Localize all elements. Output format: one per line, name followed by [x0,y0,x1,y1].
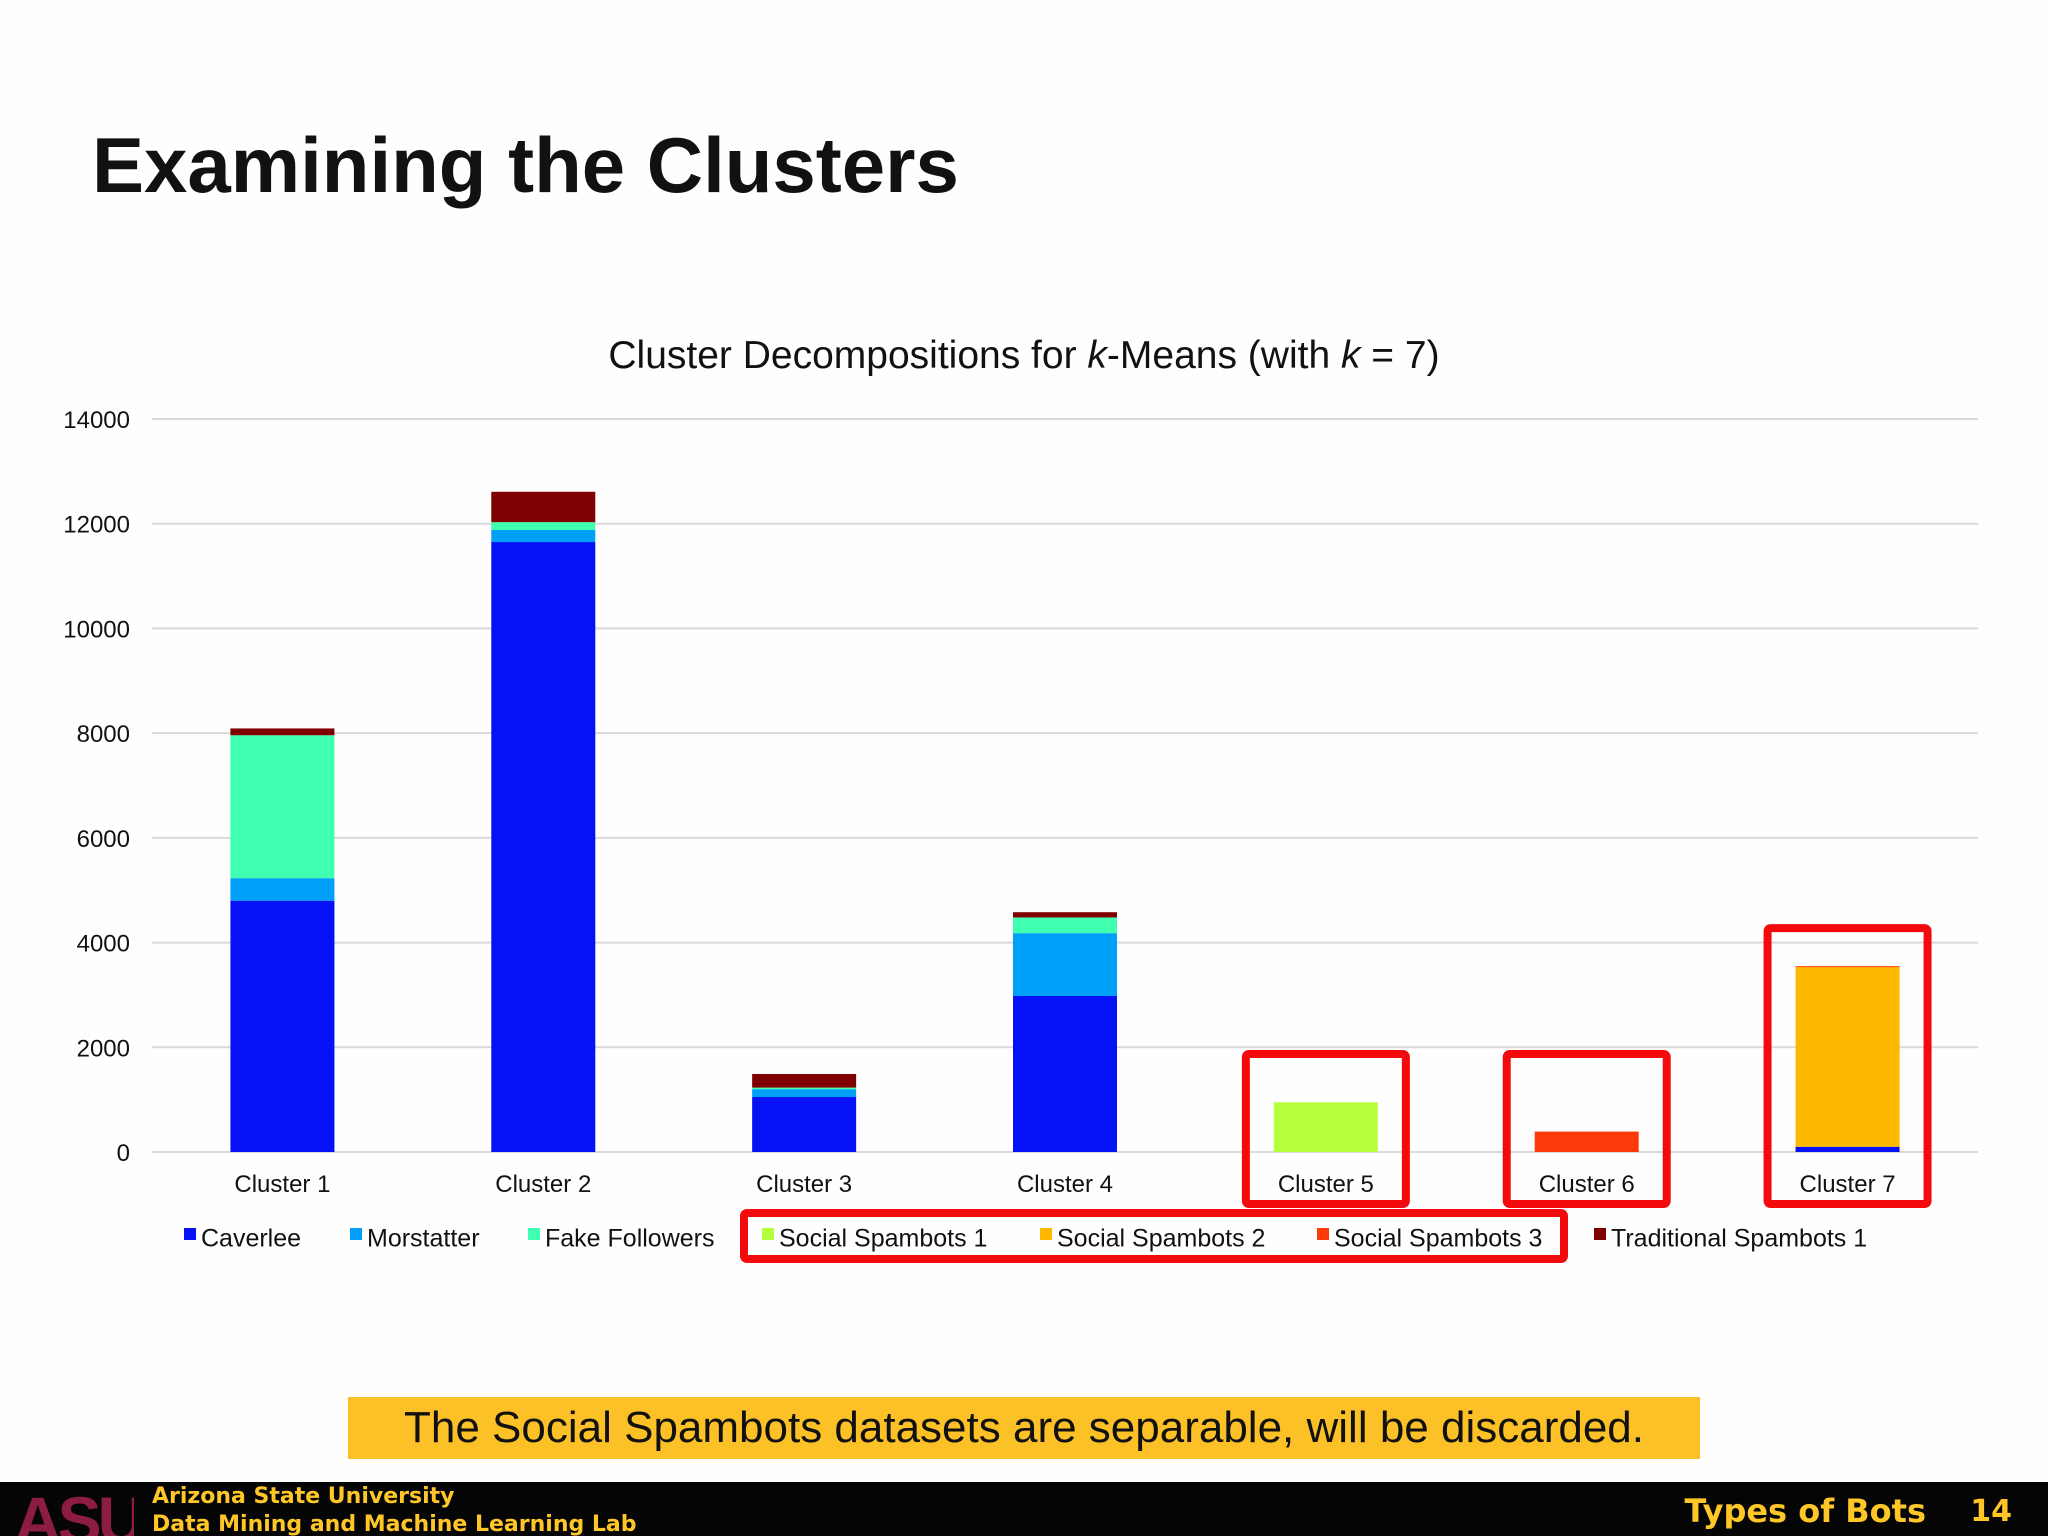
chart-title-k-2: k [1340,334,1361,377]
bar-segment [491,542,596,1152]
legend-label: Social Spambots 2 [1057,1225,1265,1253]
x-tick-label: Cluster 5 [1278,1171,1374,1198]
highlight-box [1763,924,1932,1208]
x-tick-label: Cluster 4 [1017,1171,1113,1198]
x-tick-label: Cluster 7 [1800,1171,1896,1198]
legend-label: Traditional Spambots 1 [1611,1225,1867,1253]
bar-segment [230,735,335,879]
bar-segment [752,1087,857,1090]
bar-segment [1534,1131,1639,1152]
legend-swatch [528,1228,540,1240]
legend-label: Caverlee [201,1225,301,1253]
footer-section-title: Types of Bots [1684,1492,1926,1530]
footer-lab: Data Mining and Machine Learning Lab [152,1512,637,1537]
x-tick-label: Cluster 1 [234,1171,330,1198]
legend-swatch [1040,1228,1052,1240]
bar-segment [230,878,335,901]
legend-swatch [350,1228,362,1240]
conclusion-banner: The Social Spambots datasets are separab… [348,1397,1700,1459]
bar-segment [1795,966,1900,1147]
bar-segment [491,529,596,543]
bar-segment [1013,917,1117,934]
legend-label: Social Spambots 1 [779,1225,987,1253]
y-tick-label: 14000 [63,407,130,434]
y-tick-label: 10000 [63,616,130,643]
legend-highlight-box [740,1209,1568,1263]
y-tick-label: 2000 [77,1035,130,1062]
page-number: 14 [1970,1494,2012,1529]
x-tick-label: Cluster 2 [495,1171,591,1198]
chart-title-middle: -Means (with [1106,334,1341,377]
stacked-bar-chart: 0 2000 4000 6000 8000 10000 12000 14000 Cluster … [63,407,1978,1263]
bar-segment [1013,933,1117,996]
y-tick-label: 12000 [63,512,130,539]
chart-title-prefix: Cluster Decompositions for [608,334,1088,377]
bar-segment [752,1089,857,1098]
bar-segment [1013,912,1117,918]
asu-logo: ASU [14,1483,134,1536]
legend-label: Morstatter [367,1225,480,1253]
bar-segment [752,1097,857,1152]
chart-title: Cluster Decompositions for k-Means (with… [0,334,2048,378]
chart-title-k: k [1087,334,1107,377]
bar-segment [752,1073,857,1088]
bar-segment [491,522,596,530]
bar-segment [1795,966,1900,968]
chart-title-suffix: = 7) [1360,334,1440,377]
x-tick-label: Cluster 3 [756,1171,852,1198]
footer-university: Arizona State University [152,1484,455,1509]
y-tick-label: 6000 [77,826,130,853]
bar-segment [230,900,335,1152]
highlight-box [1502,1050,1671,1208]
legend-swatch [184,1228,196,1240]
legend-label: Fake Followers [545,1225,715,1253]
legend-swatch [762,1228,774,1240]
slide-title: Examining the Clusters [92,121,959,209]
legend-label: Social Spambots 3 [1334,1225,1542,1253]
bar-segment [1795,1146,1900,1152]
legend-swatch [1317,1228,1329,1240]
x-tick-label: Cluster 6 [1539,1171,1635,1198]
y-tick-label: 4000 [77,931,130,958]
legend-swatch [1594,1228,1606,1240]
footer: ASU Arizona State University Data Mining… [0,1482,2048,1537]
bar-segment [230,728,335,736]
y-tick-label: 0 [117,1140,130,1167]
bar-segment [1273,1102,1378,1152]
bar-segment [491,491,596,523]
highlight-box [1241,1050,1410,1208]
y-tick-label: 8000 [77,721,130,748]
bar-segment [1013,995,1117,1152]
